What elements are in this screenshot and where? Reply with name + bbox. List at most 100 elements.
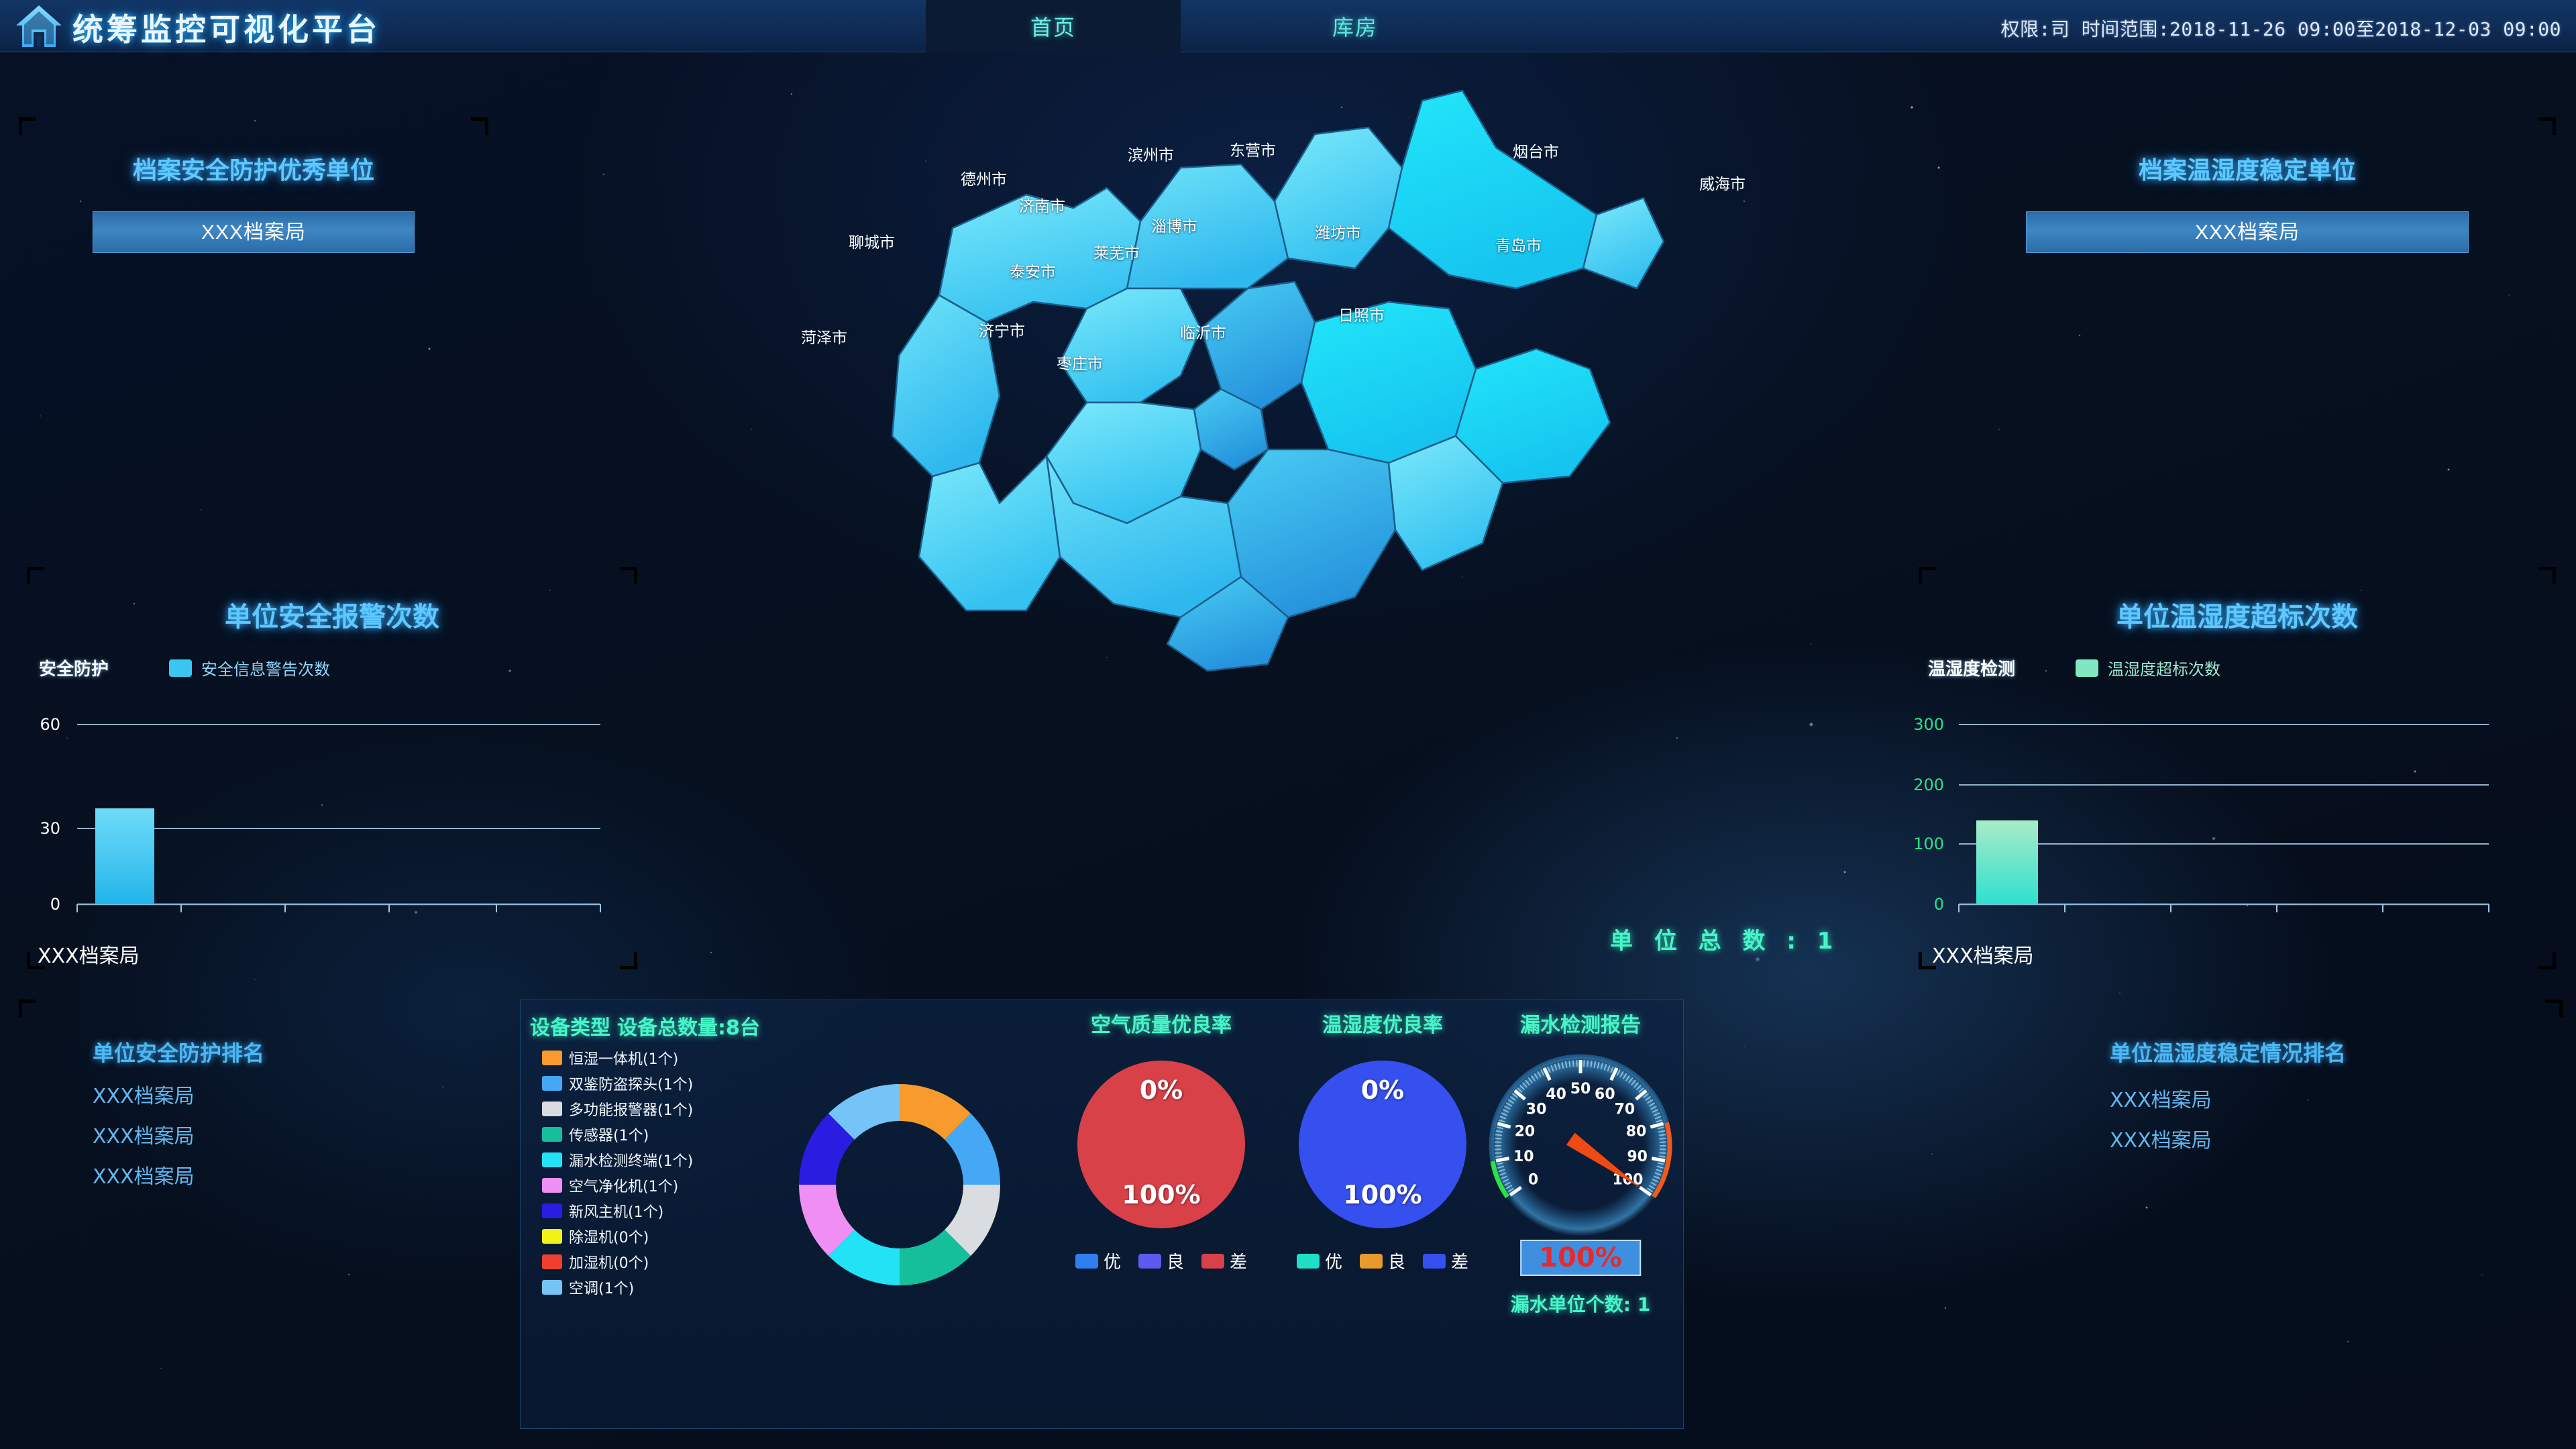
device-legend-label: 除湿机(0个): [569, 1230, 649, 1246]
header-meta-info: 权限:司 时间范围:2018-11-26 09:00至2018-12-03 09…: [2000, 18, 2561, 40]
pie-legend-item[interactable]: 优: [1075, 1248, 1121, 1273]
ranking-list-item[interactable]: XXX档案局: [2110, 1129, 2212, 1152]
pie-legend-item[interactable]: 差: [1423, 1248, 1468, 1273]
panel-excellent-security-unit: 档案安全防护优秀单位 XXX档案局: [19, 117, 488, 299]
map-region[interactable]: 单 位 总 数 : 1: [711, 87, 1851, 959]
corner-bracket-tl: [27, 567, 44, 584]
gauge-tick: [1554, 1063, 1558, 1071]
tab-warehouse[interactable]: 库房: [1254, 0, 1456, 52]
device-legend-item[interactable]: 漏水检测终端(1个): [542, 1149, 852, 1171]
device-legend-item[interactable]: 传感器(1个): [542, 1124, 852, 1145]
security-ranking-list: XXX档案局 XXX档案局 XXX档案局: [93, 1079, 495, 1189]
gauge-tick: [1568, 1060, 1571, 1068]
gauge-tick: [1495, 1157, 1510, 1163]
gauge-tick: [1638, 1087, 1645, 1093]
panel-stable-humidity-unit: 档案温湿度稳定单位 XXX档案局: [1939, 117, 2556, 299]
gauge-tick: [1504, 1106, 1511, 1110]
gauge-arc-segment: [1490, 1161, 1509, 1199]
gauge-tick: [1658, 1134, 1666, 1136]
gauge-tick: [1635, 1089, 1648, 1101]
gauge-tick: [1653, 1112, 1660, 1116]
ranking-list-item[interactable]: XXX档案局: [93, 1085, 195, 1108]
device-legend-item[interactable]: 空气净化机(1个): [542, 1175, 852, 1196]
donut-slice[interactable]: [799, 1185, 855, 1256]
device-legend-item[interactable]: 多功能报警器(1个): [542, 1098, 852, 1120]
gauge-tick-label: 90: [1627, 1148, 1648, 1165]
pie-legend-item[interactable]: 良: [1359, 1248, 1405, 1273]
humidity-exceed-bar-chart[interactable]: 300 200 100 0: [1905, 711, 2529, 932]
map-city-label: 泰安市: [1010, 264, 1056, 281]
donut-slice[interactable]: [828, 1230, 900, 1285]
humidity-quality-pie[interactable]: 0% 100%: [1282, 1047, 1483, 1242]
gauge-tick: [1497, 1122, 1511, 1129]
device-total-count: 设备总数量:8台: [617, 1016, 760, 1040]
gauge-tick: [1652, 1108, 1659, 1114]
device-legend-item[interactable]: 空调(1个): [542, 1277, 852, 1298]
device-legend-item[interactable]: 除湿机(0个): [542, 1226, 852, 1247]
donut-slice[interactable]: [945, 1185, 1000, 1256]
donut-slice[interactable]: [900, 1230, 971, 1285]
gauge-tick: [1499, 1116, 1507, 1120]
gauge-tick: [1530, 1075, 1536, 1081]
ranking-list-item[interactable]: XXX档案局: [93, 1165, 195, 1189]
gauge-tick: [1658, 1130, 1666, 1133]
device-legend-item[interactable]: 加湿机(0个): [542, 1251, 852, 1273]
gauge-tick: [1495, 1130, 1503, 1133]
donut-slice[interactable]: [900, 1084, 971, 1140]
donut-slice[interactable]: [799, 1113, 855, 1185]
gauge-tick: [1616, 1069, 1621, 1076]
donut-slice[interactable]: [945, 1113, 1000, 1185]
gauge-tick: [1524, 1079, 1530, 1086]
device-legend-label: 新风主机(1个): [569, 1204, 664, 1221]
shandong-map-svg[interactable]: [711, 87, 1851, 959]
gauge-tick: [1639, 1185, 1652, 1197]
donut-slice[interactable]: [828, 1084, 900, 1140]
air-quality-legend: 优良差: [1051, 1248, 1272, 1273]
gauge-tick: [1540, 1069, 1545, 1076]
pie-legend-item[interactable]: 良: [1138, 1248, 1184, 1273]
air-quality-pie[interactable]: 0% 100%: [1051, 1047, 1272, 1242]
app-header: 统筹监控可视化平台 首页 库房 权限:司 时间范围:2018-11-26 09:…: [0, 0, 2576, 52]
gauge-tick: [1635, 1084, 1642, 1091]
gauge-tick: [1656, 1165, 1664, 1169]
pie-legend-item[interactable]: 优: [1296, 1248, 1342, 1273]
tab-warehouse-label: 库房: [1332, 15, 1378, 40]
gauge-tick: [1505, 1102, 1513, 1107]
panel-security-ranking: 单位安全防护排名 XXX档案局 XXX档案局 XXX档案局: [19, 1000, 495, 1429]
ranking-list-item[interactable]: XXX档案局: [93, 1125, 195, 1148]
device-legend-item[interactable]: 新风主机(1个): [542, 1200, 852, 1222]
device-type-donut-chart[interactable]: [786, 1071, 1014, 1299]
gauge-tick: [1650, 1181, 1657, 1186]
gauge-tick: [1625, 1075, 1631, 1081]
gauge-tick-label: 60: [1595, 1086, 1615, 1103]
chart-category-label-humidity: 温湿度检测: [1928, 659, 2016, 680]
chart-legend-security: 安全防护 安全信息警告次数: [27, 655, 637, 680]
svg-text:200: 200: [1913, 775, 1944, 794]
stable-humidity-unit-chip[interactable]: XXX档案局: [2026, 211, 2469, 253]
security-alarm-bar-chart[interactable]: 60 30 0: [27, 711, 624, 932]
device-legend-item[interactable]: 恒湿一体机(1个): [542, 1047, 852, 1069]
gauge-tick: [1496, 1162, 1504, 1165]
gauge-tick: [1646, 1187, 1654, 1193]
humidity-quality-block: 温湿度优良率 0% 100% 优 良 差: [1282, 1008, 1483, 1273]
device-legend-swatch: [542, 1178, 562, 1193]
excellent-security-unit-chip[interactable]: XXX档案局: [93, 211, 415, 253]
gauge-tick: [1650, 1106, 1657, 1110]
gauge-tick: [1648, 1185, 1656, 1189]
gauge-tick: [1507, 1187, 1515, 1193]
gauge-tick-label: 30: [1526, 1102, 1547, 1118]
ranking-list-item[interactable]: XXX档案局: [2110, 1089, 2212, 1112]
device-legend-item[interactable]: 双鉴防盗探头(1个): [542, 1073, 852, 1094]
tab-home[interactable]: 首页: [926, 0, 1181, 52]
pie-legend-item[interactable]: 差: [1201, 1248, 1247, 1273]
gauge-tick: [1622, 1073, 1627, 1080]
gauge-tick: [1643, 1093, 1650, 1098]
gauge-tick: [1572, 1060, 1574, 1067]
gauge-tick: [1495, 1134, 1503, 1136]
gauge-tick: [1645, 1095, 1652, 1102]
gauge-needle: [1566, 1132, 1642, 1189]
chart-category-label-security: 安全防护: [39, 659, 109, 680]
map-city-label: 东营市: [1230, 142, 1276, 160]
